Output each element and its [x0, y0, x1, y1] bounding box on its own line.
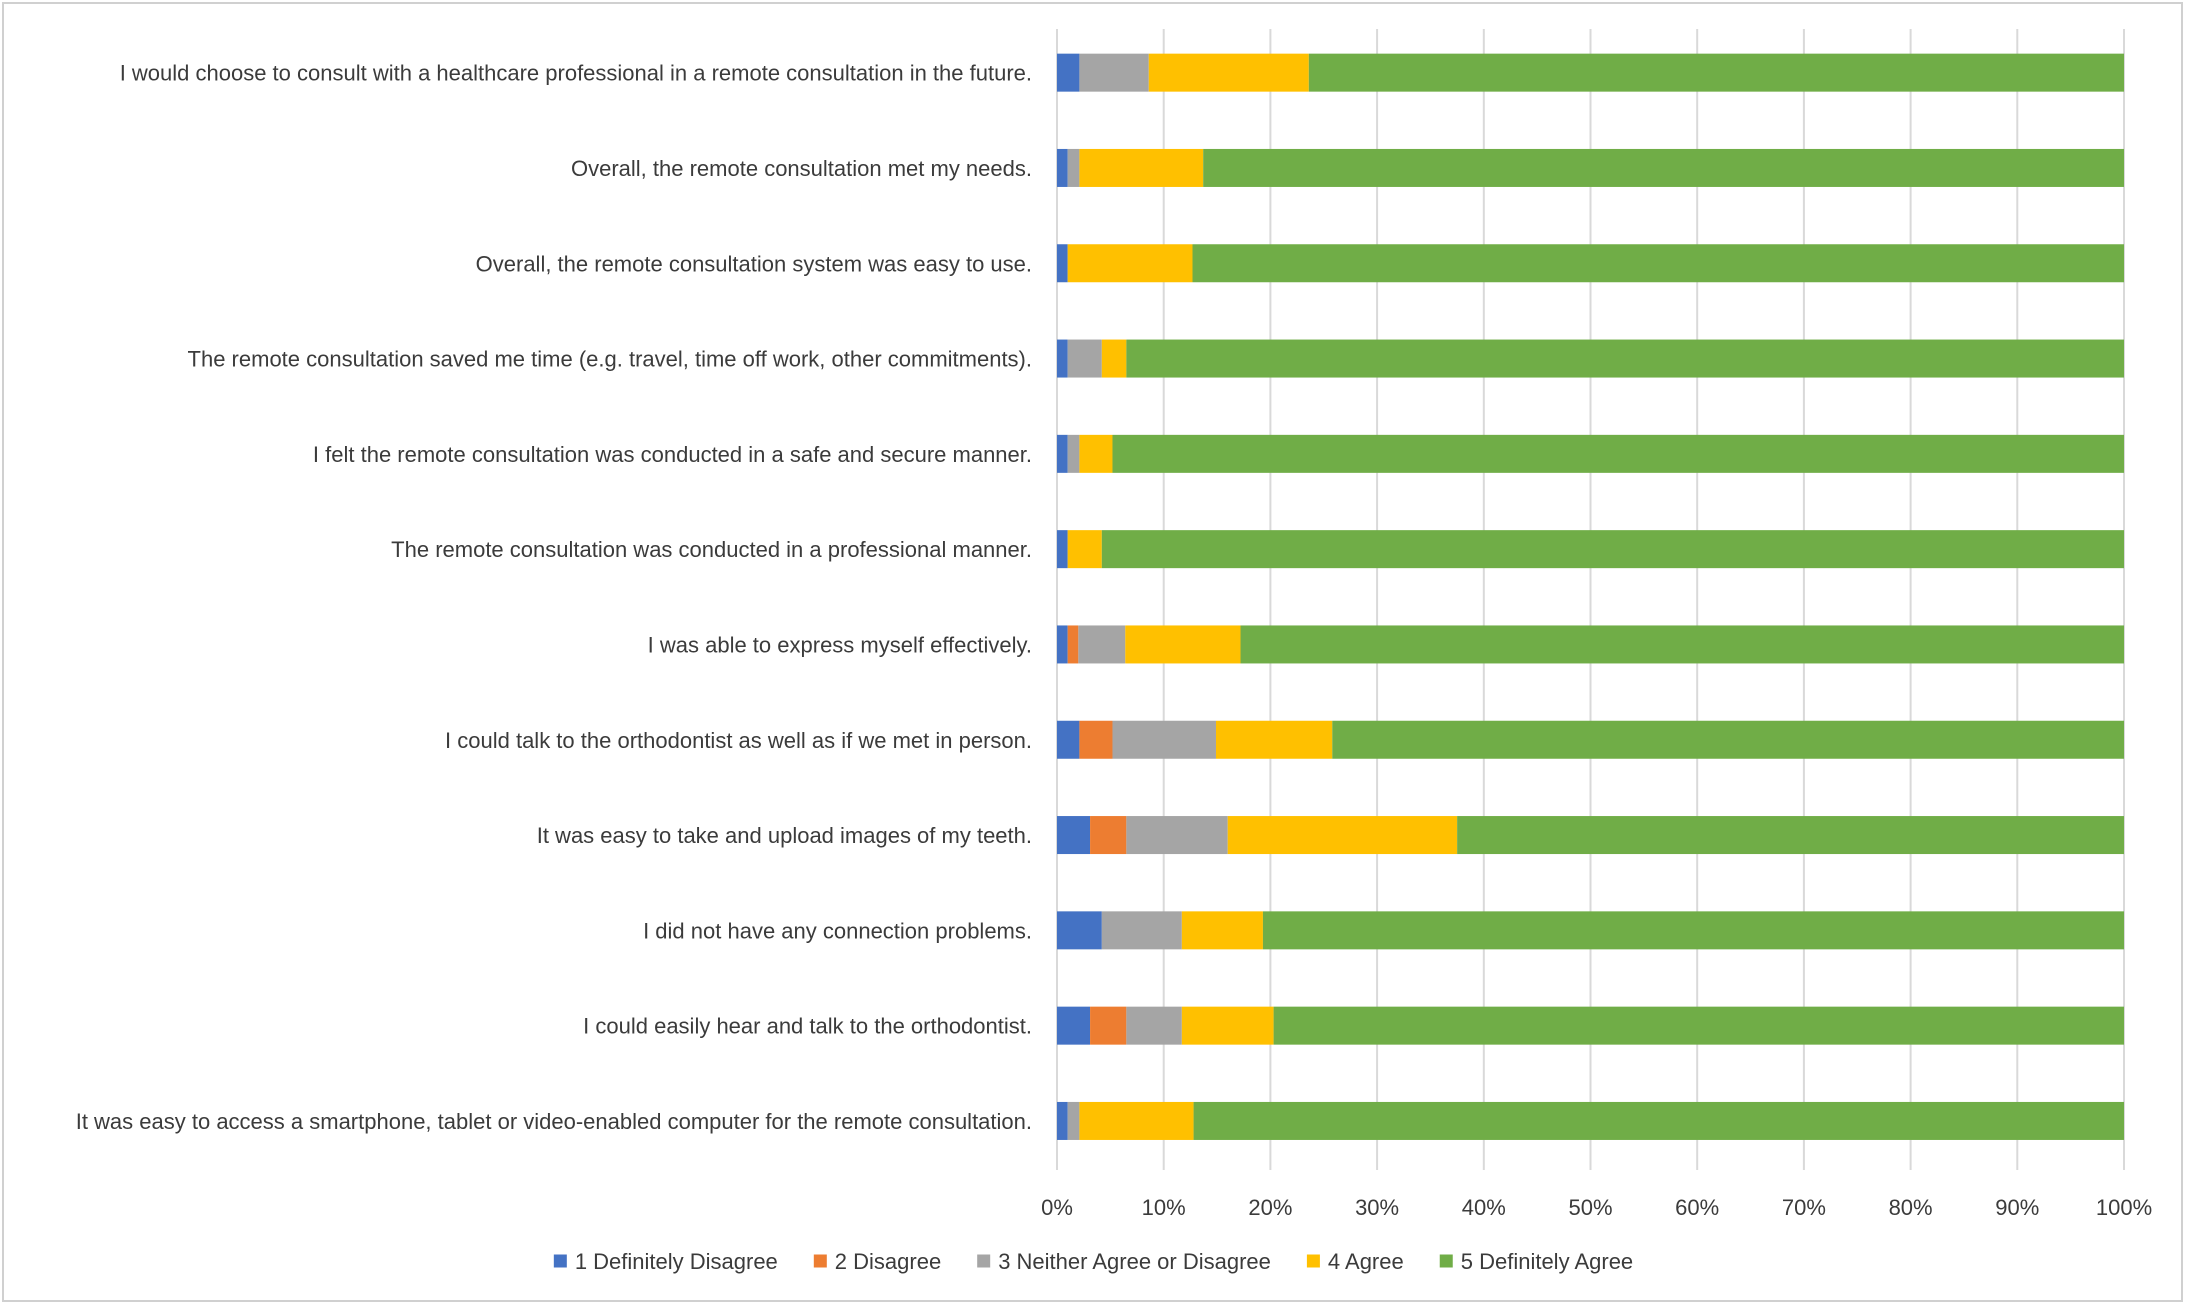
- bar-segment: [1262, 911, 2124, 950]
- bar-segment: [1057, 244, 1068, 283]
- bar-segment: [1227, 816, 1458, 855]
- category-label: Overall, the remote consultation system …: [476, 251, 1032, 276]
- category-label: It was easy to access a smartphone, tabl…: [76, 1109, 1032, 1134]
- x-tick-label: 30%: [1355, 1195, 1399, 1220]
- bar-segment: [1079, 434, 1113, 473]
- bar-segment: [1273, 1006, 2124, 1045]
- bar-segment: [1067, 1101, 1080, 1140]
- bar-segment: [1192, 244, 2124, 283]
- x-tick-label: 10%: [1142, 1195, 1186, 1220]
- x-tick-label: 80%: [1889, 1195, 1933, 1220]
- bar-segment: [1057, 1006, 1091, 1045]
- legend-label: 3 Neither Agree or Disagree: [998, 1249, 1271, 1274]
- bar-segment: [1126, 816, 1228, 855]
- x-axis-ticks: 0% 10% 20% 30% 40% 50% 60% 70% 80% 90% 100%: [1041, 1195, 2152, 1220]
- bar-segment: [1125, 625, 1241, 664]
- x-tick-label: 0%: [1041, 1195, 1073, 1220]
- bars: [1057, 53, 2124, 1140]
- category-label: I felt the remote consultation was condu…: [313, 442, 1032, 467]
- x-tick-label: 50%: [1568, 1195, 1612, 1220]
- bar-segment: [1079, 53, 1149, 92]
- category-label: I was able to express myself effectively…: [648, 632, 1032, 657]
- legend-swatch: [1306, 1254, 1320, 1268]
- bar-segment: [1067, 434, 1080, 473]
- bar-segment: [1057, 53, 1080, 92]
- legend-swatch: [553, 1254, 567, 1268]
- bar-segment: [1181, 1006, 1274, 1045]
- bar-segment: [1078, 625, 1126, 664]
- legend-label: 5 Definitely Agree: [1461, 1249, 1633, 1274]
- legend-swatch: [813, 1254, 827, 1268]
- bar-segment: [1090, 1006, 1127, 1045]
- bar-segment: [1181, 911, 1263, 950]
- bar-segment: [1101, 530, 2124, 569]
- bar-segment: [1057, 911, 1102, 950]
- x-tick-label: 100%: [2096, 1195, 2152, 1220]
- legend-swatch: [977, 1254, 991, 1268]
- category-label: I could talk to the orthodontist as well…: [445, 728, 1032, 753]
- category-label: I could easily hear and talk to the orth…: [583, 1014, 1032, 1039]
- bar-segment: [1079, 1101, 1194, 1140]
- bar-segment: [1057, 148, 1068, 187]
- bar-segment: [1057, 720, 1080, 759]
- x-tick-label: 40%: [1462, 1195, 1506, 1220]
- legend: 1 Definitely Disagree 2 Disagree 3 Neither…: [553, 1249, 1633, 1274]
- bar-segment: [1126, 339, 2124, 378]
- category-label: The remote consultation was conducted in…: [391, 537, 1032, 562]
- bar-segment: [1057, 434, 1068, 473]
- bar-segment: [1112, 720, 1216, 759]
- legend-swatch: [1439, 1254, 1453, 1268]
- x-tick-label: 90%: [1995, 1195, 2039, 1220]
- bar-segment: [1057, 816, 1091, 855]
- bar-segment: [1101, 911, 1182, 950]
- bar-segment: [1332, 720, 2124, 759]
- bar-segment: [1240, 625, 2124, 664]
- bar-segment: [1148, 53, 1309, 92]
- gridlines: [1056, 29, 2125, 1170]
- bar-segment: [1067, 625, 1079, 664]
- legend-label: 4 Agree: [1328, 1249, 1404, 1274]
- bar-segment: [1193, 1101, 2124, 1140]
- category-label: I would choose to consult with a healthc…: [120, 61, 1032, 86]
- bar-segment: [1126, 1006, 1182, 1045]
- bar-segment: [1112, 434, 2124, 473]
- bar-segment: [1057, 530, 1068, 569]
- legend-label: 1 Definitely Disagree: [575, 1249, 778, 1274]
- bar-segment: [1203, 148, 2124, 187]
- bar-segment: [1057, 625, 1068, 664]
- x-tick-label: 60%: [1675, 1195, 1719, 1220]
- category-label: The remote consultation saved me time (e…: [188, 347, 1032, 372]
- bar-segment: [1308, 53, 2124, 92]
- category-label: It was easy to take and upload images of…: [537, 823, 1032, 848]
- bar-segment: [1457, 816, 2124, 855]
- category-labels: I would choose to consult with a healthc…: [76, 61, 1032, 1134]
- bar-segment: [1067, 244, 1193, 283]
- bar-segment: [1057, 339, 1068, 378]
- bar-segment: [1057, 1101, 1068, 1140]
- category-label: I did not have any connection problems.: [643, 918, 1032, 943]
- x-tick-label: 20%: [1248, 1195, 1292, 1220]
- bar-segment: [1101, 339, 1127, 378]
- bar-segment: [1215, 720, 1333, 759]
- bar-segment: [1090, 816, 1127, 855]
- category-label: Overall, the remote consultation met my …: [571, 156, 1032, 181]
- legend-label: 2 Disagree: [835, 1249, 941, 1274]
- bar-segment: [1067, 530, 1102, 569]
- bar-segment: [1079, 148, 1204, 187]
- bar-segment: [1079, 720, 1113, 759]
- bar-segment: [1067, 148, 1080, 187]
- x-tick-label: 70%: [1782, 1195, 1826, 1220]
- bar-segment: [1067, 339, 1102, 378]
